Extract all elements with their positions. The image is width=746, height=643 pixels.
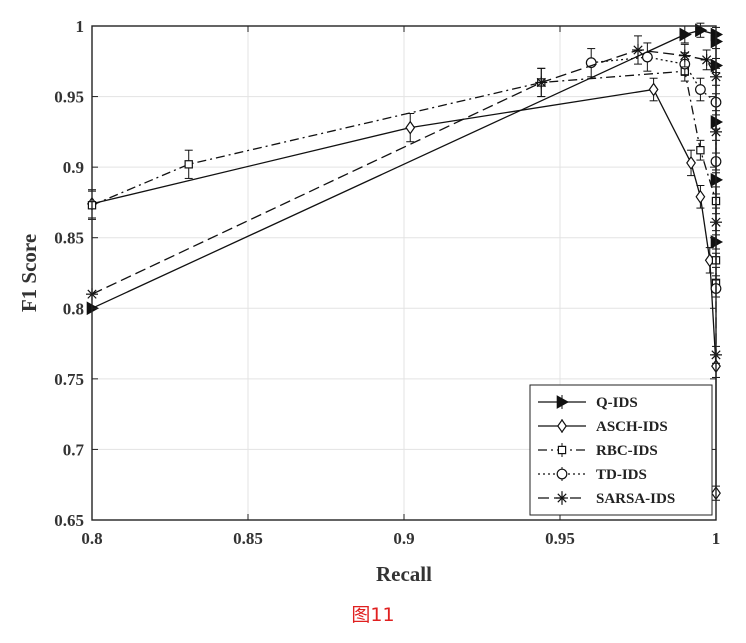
legend-entry: TD-IDS [538, 467, 647, 483]
asterisk-marker [678, 49, 691, 62]
y-tick-label: 0.85 [54, 229, 84, 248]
triangle-marker [695, 23, 708, 38]
asterisk-marker [700, 53, 713, 66]
legend-entry: ASCH-IDS [538, 418, 668, 435]
circle-marker [695, 84, 706, 95]
y-tick-label: 0.8 [63, 299, 84, 318]
legend-label: SARSA-IDS [596, 491, 675, 507]
x-tick-label: 0.95 [545, 529, 575, 548]
square-marker [184, 160, 193, 169]
asterisk-marker [535, 76, 548, 89]
x-tick-label: 0.8 [81, 529, 102, 548]
legend-label: RBC-IDS [596, 443, 658, 459]
diamond-marker [405, 120, 416, 135]
asterisk-stroke [557, 493, 567, 503]
diamond-marker [695, 189, 706, 204]
triangle-marker [679, 27, 692, 42]
grid-lines [91, 25, 717, 521]
series-line-asch-ids [91, 88, 717, 494]
x-tick-label: 0.85 [233, 529, 263, 548]
asterisk-stroke [536, 77, 546, 88]
axis-ticks: 0.8 0.85 0.9 0.95 1 0.65 0.7 0.75 0.8 0.85 0.9 0.95… [54, 17, 720, 548]
asterisk-marker [632, 43, 644, 56]
circle-marker [556, 468, 568, 480]
asterisk-stroke [702, 55, 712, 65]
legend-entry: SARSA-IDS [538, 491, 675, 507]
y-tick-label: 1 [76, 17, 85, 36]
asterisk-marker [556, 492, 568, 504]
diamond-marker [686, 155, 696, 170]
legend: Q-IDS ASCH-IDS RBC-IDS TD-IDS SARSA-IDS [529, 384, 713, 516]
diamond-marker [557, 418, 567, 434]
square-marker [696, 146, 705, 155]
series-line-rbc-ids [91, 70, 717, 283]
legend-entry: Q-IDS [538, 395, 638, 411]
figure-caption: 图11 [351, 604, 395, 626]
y-tick-label: 0.7 [63, 440, 85, 459]
legend-label: TD-IDS [596, 467, 647, 483]
y-tick-label: 0.9 [63, 158, 84, 177]
y-tick-label: 0.65 [54, 511, 84, 530]
x-tick-label: 1 [712, 529, 721, 548]
y-tick-label: 0.95 [54, 88, 84, 107]
square-marker [557, 445, 567, 455]
diamond-marker [648, 82, 659, 97]
y-tick-label: 0.75 [54, 370, 84, 389]
x-axis-label: Recall [376, 562, 432, 586]
circle-marker [641, 51, 653, 63]
legend-label: Q-IDS [596, 395, 638, 411]
legend-label: ASCH-IDS [596, 419, 668, 435]
triangle-marker [556, 395, 570, 409]
asterisk-stroke [680, 51, 690, 61]
legend-entry: RBC-IDS [538, 443, 658, 459]
y-axis-label: F1 Score [17, 234, 41, 312]
asterisk-stroke [633, 45, 643, 55]
x-tick-label: 0.9 [393, 529, 414, 548]
